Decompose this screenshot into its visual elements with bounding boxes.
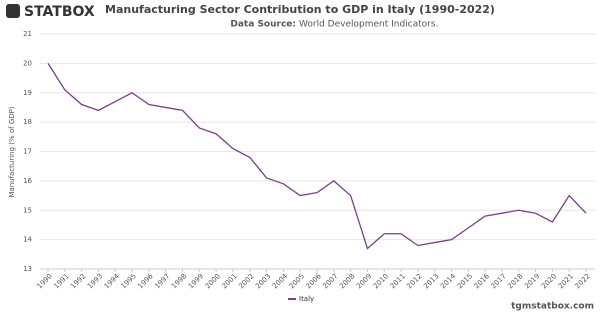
x-tick-label: 1991 — [52, 272, 70, 290]
x-tick-label: 2013 — [422, 272, 440, 290]
x-tick-label: 1992 — [69, 272, 87, 290]
x-tick-label: 2001 — [221, 272, 239, 290]
x-tick-label: 1998 — [170, 272, 188, 290]
x-tick-label: 2020 — [540, 272, 558, 290]
y-tick-label: 17 — [23, 148, 32, 156]
x-tick-label: 2012 — [405, 272, 423, 290]
legend-label: Italy — [299, 295, 314, 303]
line — [47, 63, 587, 250]
y-tick-label: 19 — [23, 89, 32, 97]
x-tick-label: 1995 — [120, 272, 138, 290]
x-tick-label: 2010 — [372, 272, 390, 290]
logo-text: STATBOX — [24, 4, 95, 20]
x-tick-label: 1994 — [103, 272, 122, 291]
x-tick-label: 1993 — [86, 272, 104, 290]
x-tick-label: 2014 — [439, 272, 458, 291]
x-tick-label: 2009 — [355, 272, 373, 290]
x-tick-label: 2007 — [321, 272, 339, 290]
x-tick-label: 2006 — [305, 272, 324, 291]
x-tick-label: 2011 — [389, 272, 407, 290]
x-tick-label: 2017 — [490, 272, 508, 290]
x-tick-label: 1997 — [153, 272, 171, 290]
footer: tgmstatbox.com — [511, 302, 594, 312]
x-tick-label: 2016 — [473, 272, 492, 291]
x-tick-label: 2018 — [506, 272, 524, 290]
x-tick-label: 2002 — [237, 272, 255, 290]
x-tick-label: 2021 — [557, 272, 575, 290]
y-tick-label: 20 — [23, 59, 32, 67]
logo: STATBOX — [6, 4, 95, 20]
y-tick-label: 14 — [23, 236, 32, 244]
subtitle: World Development Indicators. — [299, 20, 438, 30]
y-axis-label: Manufacturing (% of GDP) — [8, 106, 16, 198]
y-tick-label: 18 — [23, 118, 32, 126]
y-tick-label: 13 — [23, 265, 32, 273]
x-tick-label: 2008 — [338, 272, 356, 290]
x-tick-label: 2015 — [456, 272, 474, 290]
logo-icon — [6, 4, 20, 18]
x-tick-label: 2000 — [204, 272, 222, 290]
chart-title: Manufacturing Sector Contribution to GDP… — [105, 3, 495, 16]
x-tick-label: 1996 — [136, 272, 155, 291]
x-tick-label: 2004 — [271, 272, 290, 291]
x-tick-label: 1999 — [187, 272, 205, 290]
subtitle-label: Data Source: — [230, 20, 296, 30]
x-tick-label: 2019 — [523, 272, 541, 290]
y-tick-label: 15 — [23, 206, 32, 214]
y-tick-label: 16 — [23, 177, 32, 185]
y-tick-label: 21 — [23, 30, 32, 38]
x-tick-label: 2003 — [254, 272, 272, 290]
x-tick-label: 2005 — [288, 272, 306, 290]
x-tick-label: 1990 — [36, 272, 54, 290]
x-tick-label: 2022 — [574, 272, 592, 290]
